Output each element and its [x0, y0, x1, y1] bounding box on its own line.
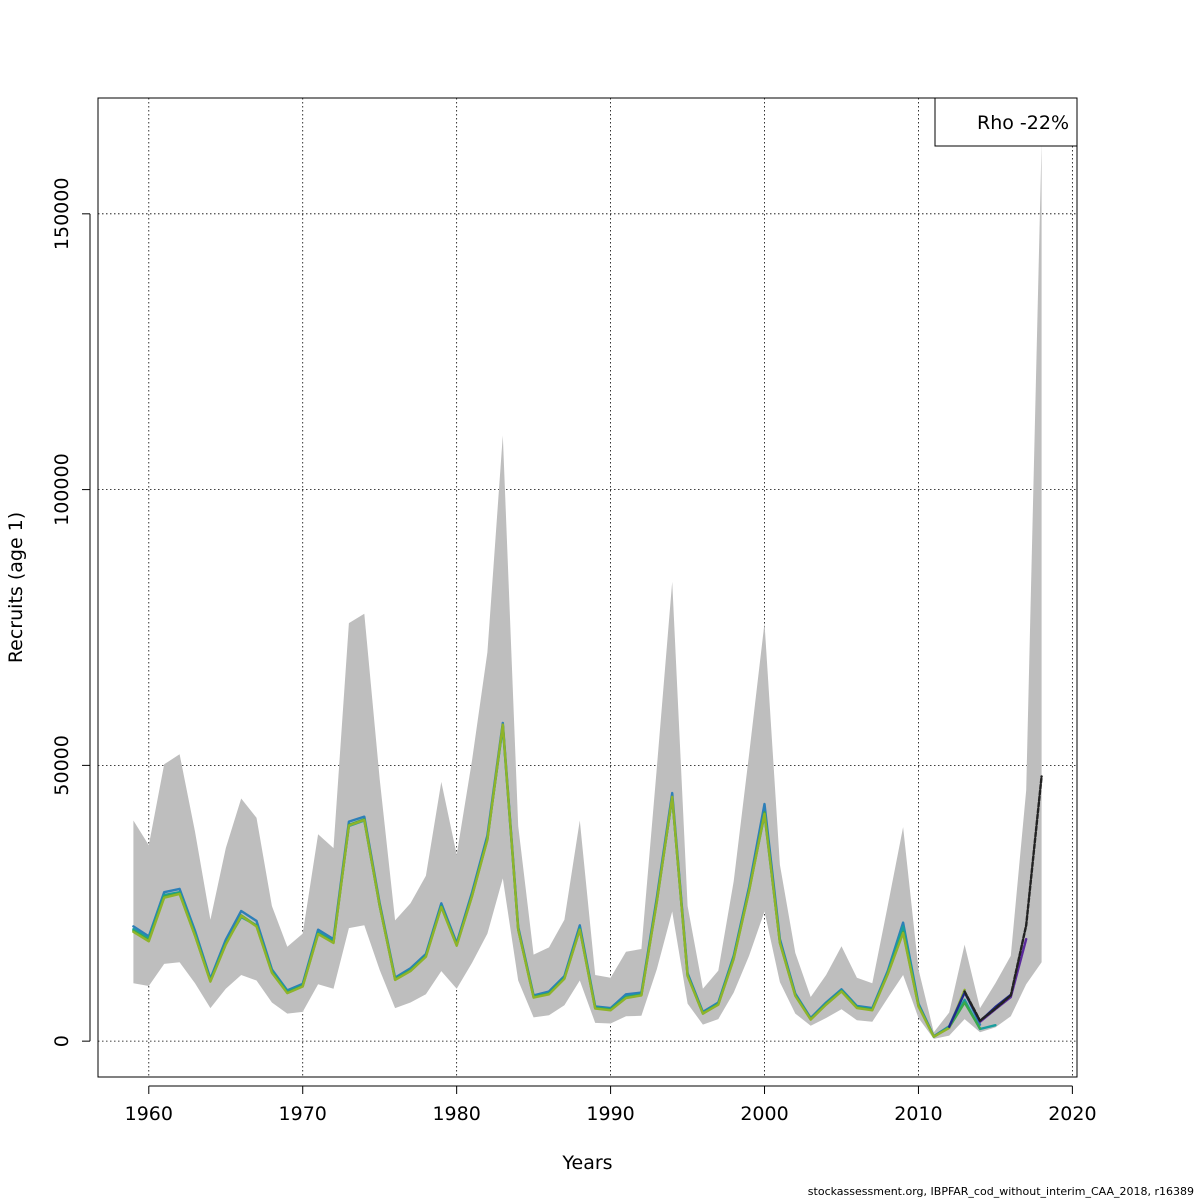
legend: Rho -22% [934, 97, 1078, 147]
series-line-7 [963, 775, 1043, 1022]
y-tick-label: 0 [51, 1035, 73, 1047]
x-tick-label: 1990 [586, 1103, 634, 1125]
x-tick-label: 1970 [279, 1103, 327, 1125]
x-tick-label: 2010 [894, 1103, 942, 1125]
series-line-4 [132, 723, 966, 1038]
legend-rho-text: Rho -22% [977, 112, 1069, 134]
x-tick-label: 2020 [1048, 1103, 1096, 1125]
y-tick-label: 100000 [51, 453, 73, 526]
x-tick-label: 1960 [125, 1103, 173, 1125]
plot-frame [97, 97, 1078, 1078]
x-tick-label: 1980 [432, 1103, 480, 1125]
y-tick-label: 50000 [51, 735, 73, 795]
x-axis: 1960 1970 1980 1990 2000 2010 2020 [125, 1085, 1097, 1125]
y-axis: 0 50000 100000 150000 [51, 178, 91, 1047]
x-axis-title: Years [561, 1152, 612, 1174]
footer-source-text: stockassessment.org, IBPFAR_cod_without_… [807, 1185, 1194, 1198]
y-tick-label: 150000 [51, 178, 73, 251]
series-lines [132, 721, 1043, 1038]
x-tick-label: 2000 [740, 1103, 788, 1125]
grid [98, 98, 1077, 1077]
y-axis-title: Recruits (age 1) [5, 512, 27, 663]
legend-box [934, 97, 1078, 147]
confidence-band-area [133, 142, 1042, 1039]
confidence-band [133, 142, 1042, 1039]
